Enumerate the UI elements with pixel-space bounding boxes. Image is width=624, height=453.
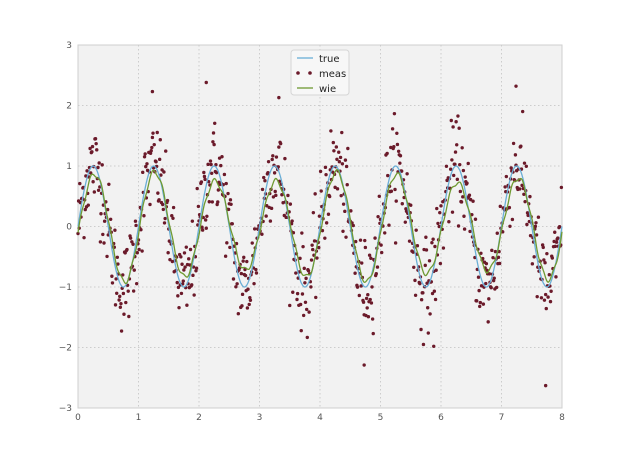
- legend-meas-swatch-2: [308, 71, 312, 75]
- x-axis-ticks: 0 1 2 3 4 5 6 7 8: [75, 413, 565, 423]
- legend: true meas wie: [290, 49, 350, 96]
- x-tick-label: 1: [136, 413, 142, 423]
- x-tick-label: 2: [196, 413, 202, 423]
- legend-meas-label: meas: [319, 69, 346, 80]
- x-tick-label: 4: [317, 413, 323, 423]
- x-tick-label: 6: [438, 413, 444, 423]
- y-axis-ticks: −3 −2 −1 0 1 2 3: [59, 41, 73, 414]
- x-tick-label: 5: [378, 413, 384, 423]
- y-tick-label: −3: [59, 404, 72, 414]
- x-tick-label: 8: [559, 413, 565, 423]
- x-tick-label: 3: [257, 413, 263, 423]
- x-tick-label: 0: [75, 413, 81, 423]
- y-tick-label: 1: [66, 162, 72, 172]
- y-tick-label: 2: [66, 102, 72, 112]
- x-tick-label: 7: [499, 413, 505, 423]
- y-tick-label: 0: [66, 223, 72, 233]
- legend-true-label: true: [319, 54, 340, 65]
- y-tick-label: −2: [59, 344, 72, 354]
- true-line: [77, 165, 563, 288]
- legend-box: [290, 49, 350, 96]
- wie-line: [77, 168, 563, 285]
- legend-meas-swatch: [296, 71, 300, 75]
- y-tick-label: −1: [59, 283, 72, 293]
- y-tick-label: 3: [66, 41, 72, 51]
- legend-wie-label: wie: [319, 84, 336, 95]
